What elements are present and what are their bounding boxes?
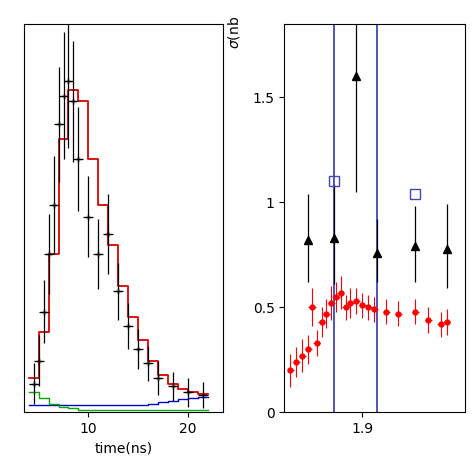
X-axis label: time(ns): time(ns) xyxy=(94,442,152,456)
Text: $\sigma$(nb: $\sigma$(nb xyxy=(226,16,242,49)
